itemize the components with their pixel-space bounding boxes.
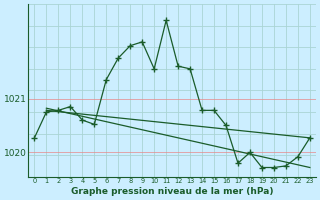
X-axis label: Graphe pression niveau de la mer (hPa): Graphe pression niveau de la mer (hPa)	[71, 187, 273, 196]
